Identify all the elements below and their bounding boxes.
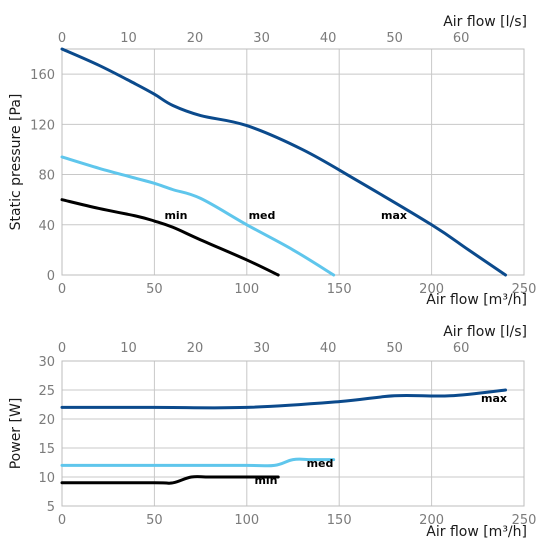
- power-x-top-tick-label: 10: [120, 341, 137, 356]
- pressure-x-bottom-tick-label: 50: [146, 282, 163, 297]
- power-x-bottom-tick-label: 200: [419, 513, 444, 528]
- pressure-x-top-tick-label: 40: [320, 31, 337, 46]
- pressure-y-tick-label: 40: [38, 219, 55, 234]
- power-x-bottom-axis-title: Air flow [m³/h]: [426, 524, 527, 540]
- pressure-x-bottom-tick-label: 0: [58, 282, 66, 297]
- power-plot-frame: [61, 360, 525, 507]
- pressure-y-tick-label: 160: [30, 68, 55, 83]
- power-y-tick-label: 20: [38, 413, 55, 428]
- power-y-tick-label: 25: [38, 384, 55, 399]
- pressure-y-axis-title: Static pressure [Pa]: [8, 94, 24, 231]
- pressure-x-top-tick-label: 10: [120, 31, 137, 46]
- power-x-top-tick-label: 0: [58, 341, 66, 356]
- pressure-y-tick-label: 80: [38, 169, 55, 184]
- power-series-max-line: [60, 388, 508, 410]
- power-series-max-label: max: [481, 392, 507, 405]
- pressure-series-med-line: [60, 155, 336, 277]
- pressure-series-min-label: min: [164, 209, 187, 222]
- power-x-top-tick-label: 20: [187, 341, 204, 356]
- power-series-med-label: med: [307, 457, 334, 470]
- power-x-bottom-tick-label: 250: [512, 513, 537, 528]
- pressure-plot-frame: [61, 48, 525, 276]
- power-x-top-tick-label: 60: [453, 341, 470, 356]
- pressure-x-bottom-axis-title: Air flow [m³/h]: [426, 292, 527, 308]
- pressure-x-top-tick-label: 30: [253, 31, 270, 46]
- pressure-series-max-label: max: [381, 209, 407, 222]
- power-x-top-tick-label: 40: [320, 341, 337, 356]
- pressure-x-bottom-tick-label: 200: [419, 282, 444, 297]
- power-y-tick-label: 30: [38, 355, 55, 370]
- pressure-y-tick-label: 120: [30, 118, 55, 133]
- power-y-tick-label: 15: [38, 442, 55, 457]
- pressure-x-bottom-tick-label: 150: [327, 282, 352, 297]
- pressure-x-top-tick-label: 20: [187, 31, 204, 46]
- pressure-series-min-line: [60, 198, 280, 277]
- pressure-series-med-label: med: [249, 209, 276, 222]
- power-series-min-label: min: [254, 474, 277, 487]
- power-x-top-tick-label: 50: [386, 341, 403, 356]
- pressure-x-bottom-tick-label: 100: [234, 282, 259, 297]
- power-y-tick-label: 10: [38, 471, 55, 486]
- pressure-x-top-tick-label: 0: [58, 31, 66, 46]
- power-y-tick-label: 5: [47, 500, 55, 515]
- power-y-axis-title: Power [W]: [8, 398, 24, 470]
- power-x-top-axis-title: Air flow [l/s]: [443, 324, 527, 340]
- power-x-bottom-tick-label: 0: [58, 513, 66, 528]
- pressure-x-top-tick-label: 60: [453, 31, 470, 46]
- pressure-y-tick-label: 0: [47, 269, 55, 284]
- power-x-bottom-tick-label: 100: [234, 513, 259, 528]
- power-x-top-tick-label: 30: [253, 341, 270, 356]
- power-series-min-line: [60, 475, 280, 485]
- pressure-series-max-line: [60, 47, 508, 277]
- pressure-x-top-axis-title: Air flow [l/s]: [443, 14, 527, 30]
- pressure-x-bottom-tick-label: 250: [512, 282, 537, 297]
- pressure-x-top-tick-label: 50: [386, 31, 403, 46]
- power-x-bottom-tick-label: 150: [327, 513, 352, 528]
- power-x-bottom-tick-label: 50: [146, 513, 163, 528]
- power-series-med-line: [60, 457, 336, 468]
